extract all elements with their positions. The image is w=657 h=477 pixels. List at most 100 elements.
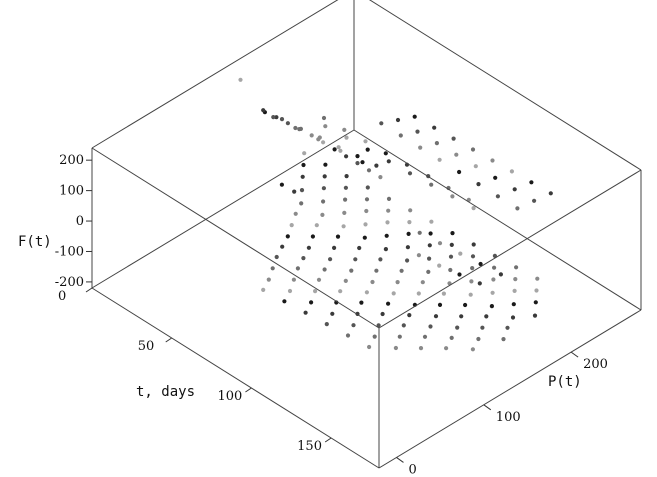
y-tick-label: 0 — [408, 462, 416, 477]
data-point — [364, 197, 370, 202]
data-point — [324, 322, 329, 327]
data-point — [416, 291, 421, 296]
data-point — [429, 219, 434, 224]
data-point — [274, 115, 279, 120]
data-point — [493, 175, 498, 180]
data-point — [313, 289, 318, 294]
data-point — [386, 301, 391, 306]
data-point — [321, 115, 327, 121]
data-point — [343, 197, 348, 202]
data-point — [428, 324, 433, 329]
x-tick-mark — [324, 437, 332, 443]
data-point — [372, 334, 377, 339]
data-point — [459, 314, 464, 319]
data-point — [332, 147, 337, 152]
data-point — [338, 148, 343, 153]
data-point — [406, 231, 411, 236]
data-point — [380, 311, 385, 317]
data-point — [386, 208, 391, 213]
box-edge — [91, 287, 380, 469]
data-point — [374, 268, 379, 273]
data-point — [261, 287, 266, 292]
x-tick-label: 0 — [58, 289, 66, 304]
data-point — [287, 288, 293, 294]
box-edge — [353, 129, 642, 311]
data-point — [285, 121, 290, 126]
data-point — [357, 245, 362, 251]
data-point — [270, 266, 275, 271]
data-point — [320, 212, 325, 217]
data-point — [433, 314, 439, 319]
data-point — [415, 129, 420, 134]
z-tick-label: 200 — [59, 153, 84, 168]
data-point — [432, 125, 437, 130]
data-point — [407, 220, 412, 225]
data-point — [490, 158, 495, 163]
data-point — [238, 77, 243, 82]
data-point — [501, 337, 506, 342]
box-edge — [91, 0, 339, 149]
data-point — [455, 325, 460, 330]
data-point — [364, 208, 369, 214]
data-point — [535, 276, 540, 281]
data-point — [367, 344, 372, 350]
data-point — [376, 323, 381, 328]
x-tick-label: 150 — [297, 439, 322, 454]
data-point — [383, 151, 388, 156]
data-point — [323, 162, 328, 167]
data-point — [437, 302, 443, 307]
data-point — [341, 224, 346, 229]
data-point — [303, 310, 308, 315]
data-point — [450, 194, 455, 199]
data-point — [512, 288, 517, 293]
data-point — [463, 302, 468, 308]
data-point — [473, 164, 478, 169]
data-point — [279, 182, 284, 187]
box-edge — [91, 129, 355, 289]
data-point — [300, 174, 305, 179]
data-point — [344, 154, 349, 159]
axis-ticks: 0 50 100 150 0 100 200 200 100 0 -100 -200 — [55, 153, 608, 477]
data-point — [469, 279, 474, 284]
data-point — [418, 145, 423, 150]
z-tick-label: 100 — [59, 184, 84, 199]
data-point — [451, 136, 456, 141]
data-point — [391, 291, 396, 296]
data-point — [529, 180, 534, 185]
data-point — [492, 265, 497, 270]
data-point — [471, 242, 476, 247]
data-point — [383, 247, 388, 252]
data-point — [282, 299, 287, 304]
data-point — [437, 241, 443, 246]
data-point — [457, 169, 462, 175]
data-point — [429, 182, 434, 187]
data-point — [426, 269, 431, 274]
data-point — [321, 140, 326, 145]
y-axis-label: P(t) — [548, 374, 582, 390]
data-point — [427, 243, 432, 248]
data-point — [323, 124, 328, 129]
data-point — [301, 162, 306, 168]
box-edge — [91, 147, 380, 329]
data-point — [441, 291, 446, 296]
data-point — [365, 147, 370, 152]
data-point — [359, 300, 364, 305]
data-point — [399, 268, 404, 273]
data-point — [477, 281, 482, 286]
data-points — [238, 77, 553, 352]
data-point — [370, 279, 375, 285]
data-point — [293, 211, 298, 216]
data-point — [363, 222, 368, 227]
data-point — [498, 272, 503, 277]
data-point — [386, 159, 391, 164]
data-point — [330, 311, 335, 316]
data-point — [271, 115, 276, 120]
data-point — [293, 125, 298, 131]
data-point — [366, 168, 372, 173]
box-front-edges — [91, 129, 642, 469]
data-point — [349, 268, 354, 273]
data-point — [532, 313, 538, 318]
data-point — [417, 230, 422, 235]
data-point — [548, 191, 553, 196]
data-point — [378, 257, 383, 262]
